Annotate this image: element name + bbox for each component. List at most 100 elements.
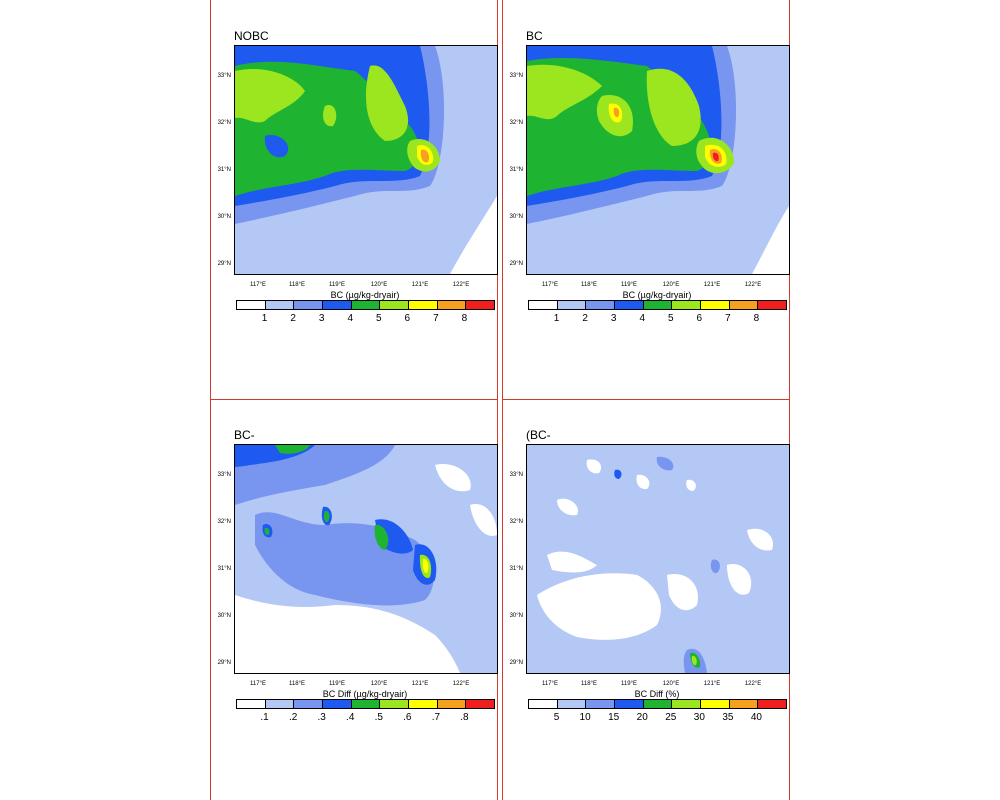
colorbar-label: 3 (610, 313, 617, 324)
lon-tick-label: 120°E (370, 681, 388, 687)
lon-tick-label: 121°E (703, 681, 721, 687)
colorbar-swatch (729, 700, 759, 708)
lat-tick-label: 31°N (217, 566, 231, 572)
lat-tick-label: 33°N (217, 472, 231, 478)
lat-tick-label: 33°N (217, 73, 231, 79)
colorbar-swatch (758, 301, 787, 309)
contour-map (235, 445, 497, 673)
lon-tick-label: 120°E (662, 681, 680, 687)
colorbar-label: 15 (608, 712, 620, 723)
colorbar-label: 7 (725, 313, 731, 324)
lon-tick-label: 122°E (744, 681, 762, 687)
lat-tick-label: 33°N (509, 73, 523, 79)
colorbar-swatch (615, 700, 644, 708)
lat-tick-label: 32°N (509, 120, 523, 126)
colorbar-swatch (672, 301, 702, 309)
colorbar-swatch (586, 301, 616, 309)
colorbar-label: 20 (636, 712, 648, 723)
colorbar-label: .1 (260, 712, 269, 723)
colorbar-swatch (351, 700, 381, 708)
colorbar-label: 1 (261, 313, 268, 324)
lat-tick-label: 32°N (217, 519, 231, 525)
colorbar-swatch (529, 700, 558, 708)
colorbar-label: 5 (667, 313, 674, 324)
lon-tick-label: 117°E (542, 282, 558, 288)
frame-line-mid-left (497, 0, 498, 800)
colorbar-title: BC (µg/kg-dryair) (622, 290, 692, 300)
map-plot (526, 45, 790, 275)
colorbar-title: BC (µg/kg-dryair) (330, 290, 400, 300)
colorbar-label: 8 (461, 313, 468, 324)
colorbar-swatch (237, 700, 266, 708)
frame-line-left (210, 0, 211, 800)
colorbar-label: .4 (346, 712, 355, 723)
colorbar-swatch (237, 301, 266, 309)
colorbar-swatch (529, 301, 558, 309)
frame-line-h-right (502, 399, 789, 400)
colorbar-label: .6 (403, 712, 412, 723)
colorbar-label: 2 (582, 313, 588, 324)
lon-tick-label: 117°E (542, 681, 558, 687)
colorbar-swatch (557, 700, 587, 708)
colorbar-swatch (323, 700, 352, 708)
colorbar-label: 5 (375, 313, 382, 324)
lat-tick-label: 29°N (509, 660, 523, 666)
colorbar-swatch (643, 700, 673, 708)
colorbar-swatch (758, 700, 787, 708)
colorbar-swatch (294, 700, 324, 708)
lon-tick-label: 121°E (411, 681, 429, 687)
map-plot (234, 444, 498, 674)
colorbar-label: .7 (431, 712, 441, 723)
colorbar-swatch (729, 301, 759, 309)
colorbar-label: 6 (404, 313, 411, 324)
colorbar-label: .8 (460, 712, 469, 723)
colorbar-label: 35 (722, 712, 734, 723)
colorbar-label: 5 (553, 712, 560, 723)
colorbar-label: 25 (665, 712, 677, 723)
colorbar-label: 4 (639, 313, 645, 324)
contour-map (235, 46, 497, 274)
lon-tick-label: 121°E (411, 282, 429, 288)
colorbar (236, 300, 495, 310)
colorbar-swatch (466, 301, 495, 309)
lon-tick-label: 119°E (621, 681, 637, 687)
colorbar (528, 699, 787, 709)
colorbar-swatch (294, 301, 324, 309)
colorbar-swatch (409, 301, 438, 309)
contour-map (527, 445, 789, 673)
panel-title: BC (526, 29, 543, 43)
colorbar-swatch (466, 700, 495, 708)
map-plot (234, 45, 498, 275)
colorbar-swatch (380, 301, 410, 309)
contour-map (527, 46, 789, 274)
colorbar-label: 3 (318, 313, 325, 324)
colorbar-label: 10 (579, 712, 591, 723)
colorbar-swatch (265, 700, 295, 708)
colorbar-swatch (265, 301, 295, 309)
frame-line-mid-right (502, 0, 503, 800)
colorbar-swatch (672, 700, 702, 708)
lat-tick-label: 30°N (509, 214, 523, 220)
colorbar-title: BC Diff (µg/kg-dryair) (322, 689, 408, 699)
lat-tick-label: 32°N (509, 519, 523, 525)
lon-tick-label: 118°E (581, 681, 597, 687)
colorbar-label: 4 (347, 313, 353, 324)
lon-tick-label: 120°E (370, 282, 388, 288)
colorbar-label: .5 (374, 712, 383, 723)
colorbar (236, 699, 495, 709)
lat-tick-label: 31°N (509, 167, 523, 173)
lon-tick-label: 119°E (329, 681, 345, 687)
lat-tick-label: 31°N (217, 167, 231, 173)
colorbar-swatch (409, 700, 438, 708)
lon-tick-label: 117°E (250, 681, 266, 687)
lon-tick-label: 118°E (581, 282, 597, 288)
colorbar (528, 300, 787, 310)
colorbar-swatch (643, 301, 673, 309)
colorbar-title: BC Diff (%) (634, 689, 680, 699)
colorbar-swatch (701, 700, 730, 708)
lat-tick-label: 29°N (217, 261, 231, 267)
lon-tick-label: 118°E (289, 681, 305, 687)
lon-tick-label: 121°E (703, 282, 721, 288)
colorbar-label: 1 (553, 313, 560, 324)
lat-tick-label: 30°N (509, 613, 523, 619)
